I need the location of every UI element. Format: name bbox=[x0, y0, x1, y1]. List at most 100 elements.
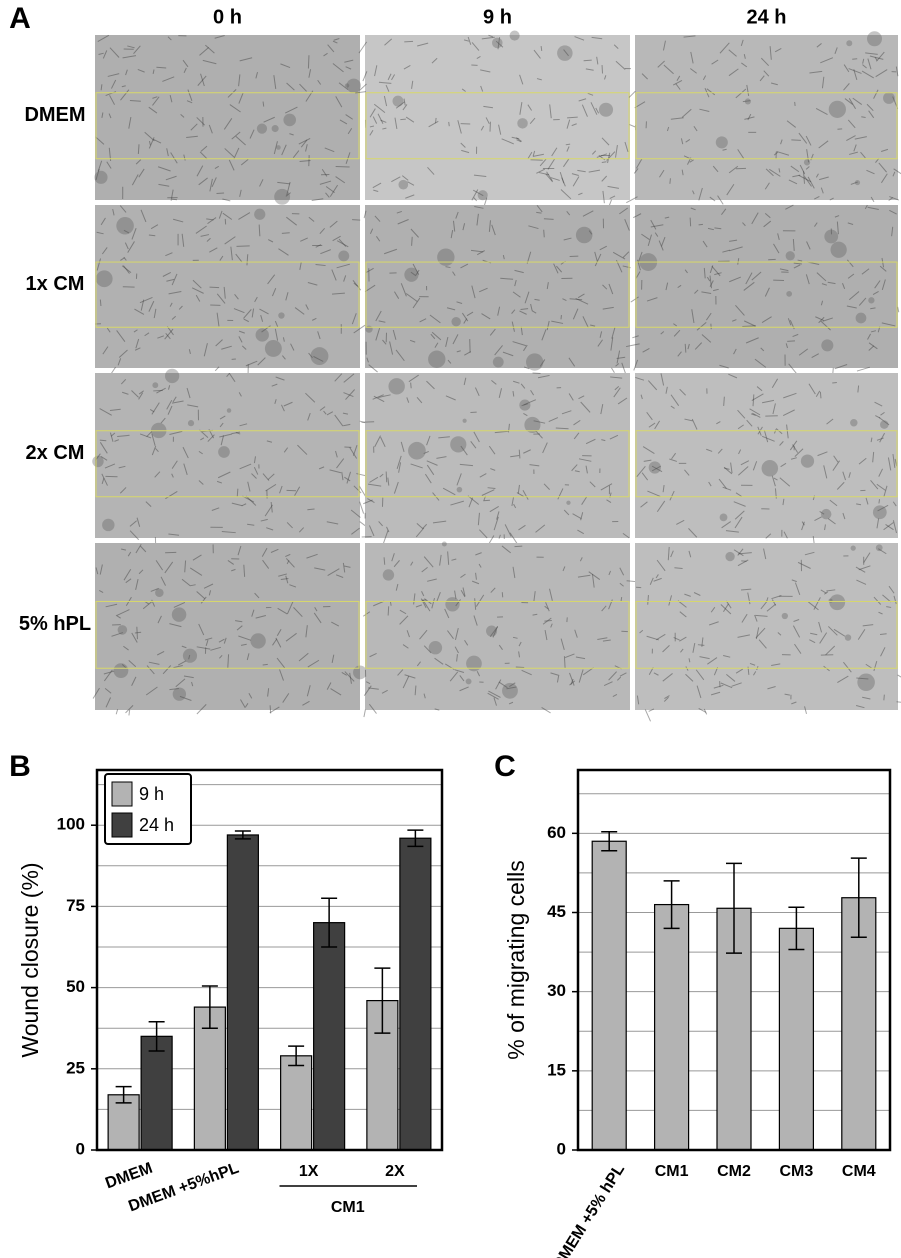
cell bbox=[829, 197, 834, 201]
cell bbox=[763, 429, 769, 443]
cell bbox=[259, 308, 269, 315]
cell bbox=[792, 238, 795, 251]
bar bbox=[280, 1055, 313, 1151]
cell bbox=[770, 82, 778, 86]
cell bbox=[329, 220, 338, 228]
cell bbox=[243, 564, 246, 577]
cell bbox=[702, 240, 708, 248]
cell bbox=[460, 445, 468, 456]
cell bbox=[473, 189, 484, 197]
cell bbox=[379, 473, 384, 478]
cell bbox=[378, 394, 391, 398]
cell bbox=[153, 308, 157, 319]
cell bbox=[391, 176, 401, 183]
cell bbox=[471, 580, 480, 585]
cell bbox=[463, 377, 467, 386]
cell bbox=[889, 209, 897, 215]
cell bbox=[862, 624, 874, 627]
cell bbox=[481, 313, 491, 320]
cell bbox=[696, 685, 702, 699]
cell bbox=[279, 485, 283, 494]
debris bbox=[715, 136, 728, 149]
cell bbox=[334, 414, 344, 427]
error-bar bbox=[850, 857, 867, 939]
cell bbox=[635, 158, 643, 169]
wound-region bbox=[635, 430, 898, 498]
cell bbox=[323, 410, 327, 415]
cell bbox=[474, 387, 480, 396]
error-bar bbox=[407, 829, 424, 848]
cell bbox=[186, 135, 198, 138]
cell bbox=[820, 187, 824, 194]
cell bbox=[444, 608, 450, 619]
cell bbox=[380, 119, 387, 123]
debris bbox=[725, 551, 735, 562]
cell bbox=[635, 376, 645, 381]
cell bbox=[599, 331, 603, 338]
cell bbox=[406, 630, 410, 638]
debris bbox=[785, 251, 795, 261]
cell bbox=[773, 243, 780, 254]
cell bbox=[169, 95, 173, 103]
debris bbox=[117, 625, 128, 635]
micrograph-bg bbox=[635, 35, 898, 200]
cell bbox=[856, 579, 867, 585]
cell bbox=[514, 269, 524, 274]
cell bbox=[455, 211, 459, 219]
cell bbox=[880, 173, 888, 184]
cell bbox=[655, 574, 659, 579]
cell bbox=[97, 160, 103, 172]
cell bbox=[127, 241, 135, 253]
cell bbox=[402, 644, 409, 649]
cell bbox=[603, 681, 613, 687]
cell bbox=[299, 160, 311, 163]
cell bbox=[861, 268, 870, 275]
cell bbox=[539, 359, 546, 367]
cell bbox=[811, 353, 819, 358]
cell bbox=[580, 401, 591, 413]
cell bbox=[529, 464, 540, 467]
cell bbox=[128, 116, 132, 129]
cell bbox=[883, 485, 888, 497]
cell bbox=[665, 386, 668, 394]
cell bbox=[865, 52, 878, 55]
cell bbox=[847, 222, 854, 225]
cell bbox=[460, 573, 466, 578]
cell bbox=[867, 206, 879, 210]
cell bbox=[401, 175, 409, 181]
cell bbox=[533, 420, 546, 424]
cell bbox=[214, 35, 225, 39]
cell bbox=[533, 591, 536, 602]
cell bbox=[799, 164, 806, 175]
cell bbox=[457, 120, 462, 134]
cell bbox=[722, 249, 731, 253]
cell bbox=[134, 631, 142, 634]
cell bbox=[125, 69, 128, 76]
cell bbox=[211, 177, 217, 188]
cell bbox=[742, 222, 746, 227]
cell bbox=[377, 113, 384, 125]
cell bbox=[471, 285, 476, 299]
cell bbox=[445, 266, 451, 269]
cell bbox=[805, 166, 810, 170]
cell bbox=[117, 434, 130, 437]
cell bbox=[131, 390, 139, 398]
cell bbox=[779, 268, 789, 272]
cell bbox=[760, 57, 770, 67]
cell bbox=[345, 152, 351, 164]
cell bbox=[170, 152, 178, 164]
debris bbox=[803, 159, 811, 166]
cell bbox=[364, 284, 376, 293]
cell bbox=[820, 589, 827, 594]
debris bbox=[820, 508, 832, 520]
cell bbox=[821, 76, 825, 89]
x-tick-label: DMEM bbox=[103, 1160, 155, 1193]
cell bbox=[297, 444, 308, 455]
cell bbox=[604, 75, 607, 80]
cell bbox=[613, 44, 619, 50]
cell bbox=[688, 550, 692, 558]
cell bbox=[755, 627, 766, 639]
cell bbox=[383, 95, 388, 107]
cell bbox=[171, 473, 174, 478]
cell bbox=[455, 599, 461, 607]
